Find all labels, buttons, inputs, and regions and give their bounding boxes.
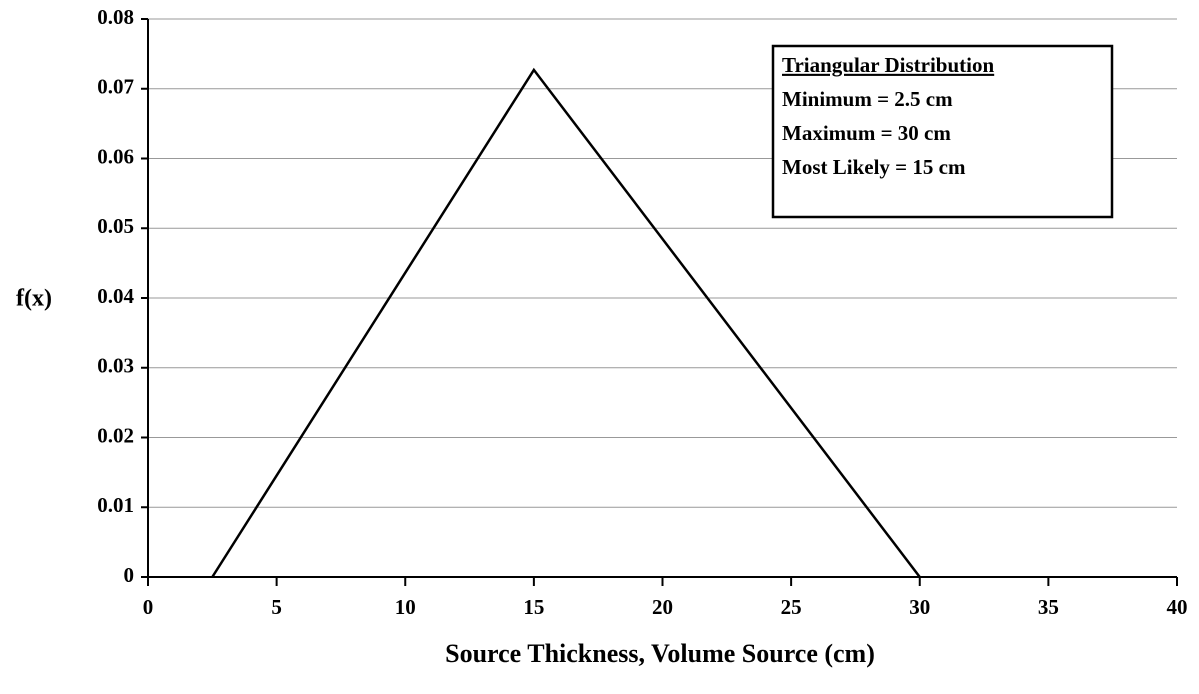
y-tick-label: 0.08 <box>97 5 134 29</box>
annotation: Most Likely = 15 cm <box>782 155 966 179</box>
x-tick-label: 35 <box>1038 595 1059 619</box>
x-tick-label: 20 <box>652 595 673 619</box>
y-tick-label: 0.06 <box>97 144 134 168</box>
y-tick-label: 0.01 <box>97 493 134 517</box>
annotation: Maximum = 30 cm <box>782 121 951 145</box>
y-tick-label: 0.02 <box>97 423 134 447</box>
annotation: Minimum = 2.5 cm <box>782 87 953 111</box>
annotation: Triangular Distribution <box>782 53 994 77</box>
x-tick-label: 5 <box>271 595 282 619</box>
legend-box <box>771 44 1114 219</box>
x-axis-label: Source Thickness, Volume Source (cm) <box>445 639 875 668</box>
x-tick-label: 30 <box>909 595 930 619</box>
line <box>211 67 921 578</box>
y-tick-label: 0.04 <box>97 284 134 308</box>
y-tick-label: 0.03 <box>97 354 134 378</box>
y-tick-label: 0.05 <box>97 214 134 238</box>
x-tick-label: 15 <box>523 595 544 619</box>
x-tick-label: 0 <box>143 595 154 619</box>
x-tick-label: 10 <box>395 595 416 619</box>
y-tick-label: 0 <box>124 563 135 587</box>
x-tick-label: 40 <box>1167 595 1188 619</box>
y-axis-label: f(x) <box>16 286 52 312</box>
x-tick-label: 25 <box>781 595 802 619</box>
y-tick-label: 0.07 <box>97 75 134 99</box>
